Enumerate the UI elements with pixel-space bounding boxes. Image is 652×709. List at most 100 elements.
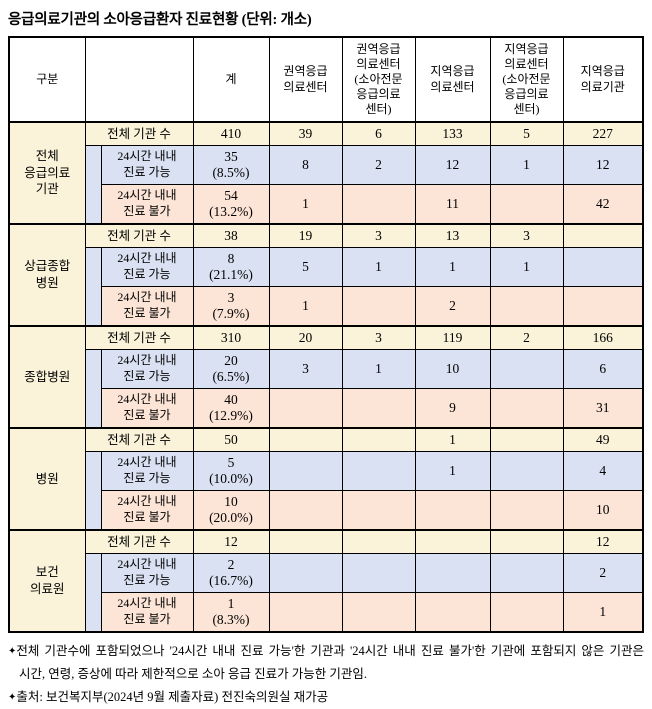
- value-cell: [341, 490, 416, 531]
- value-cell: 6: [341, 121, 416, 146]
- status-table: 구분 계 권역응급 의료센터 권역응급 의료센터 (소아전문 응급의료 센터) …: [8, 36, 644, 633]
- table-header-col: 지역응급 의료센터: [414, 36, 491, 123]
- row-label-cell: 24시간 내내 진료 불가: [100, 592, 194, 633]
- value-cell: [268, 388, 343, 429]
- value-cell: 3 (7.9%): [192, 286, 270, 327]
- value-cell: 4: [562, 451, 644, 491]
- value-cell: [268, 451, 343, 491]
- value-cell: 12: [562, 529, 644, 554]
- value-cell: 1: [268, 286, 343, 327]
- table-header-col: 지역응급 의료센터 (소아전문 응급의료 센터): [489, 36, 564, 123]
- value-cell: 5 (10.0%): [192, 451, 270, 491]
- value-cell: [341, 553, 416, 593]
- group-name-cell: 보건 의료원: [8, 529, 86, 633]
- value-cell: [414, 592, 491, 633]
- value-cell: 38: [192, 223, 270, 248]
- table-header-category: 구분: [8, 36, 86, 123]
- group-name-cell: 종합병원: [8, 325, 86, 429]
- value-cell: 5: [268, 247, 343, 287]
- value-cell: 12: [414, 145, 491, 185]
- value-cell: 133: [414, 121, 491, 146]
- row-label-cell: 24시간 내내 진료 가능: [100, 145, 194, 185]
- value-cell: 1: [414, 247, 491, 287]
- value-cell: 10: [414, 349, 491, 389]
- value-cell: [268, 553, 343, 593]
- table-header-blank: [84, 36, 194, 123]
- value-cell: [562, 286, 644, 327]
- value-cell: 2 (16.7%): [192, 553, 270, 593]
- row-label-cell: 24시간 내내 진료 가능: [100, 553, 194, 593]
- value-cell: 19: [268, 223, 343, 248]
- footnote-text: 전체 기관수에 포함되었으나 '24시간 내내 진료 가능'한 기관과 '24시…: [16, 644, 644, 682]
- value-cell: [489, 349, 564, 389]
- value-cell: 1: [489, 145, 564, 185]
- table-header-col: 지역응급 의료기관: [562, 36, 644, 123]
- value-cell: [414, 490, 491, 531]
- value-cell: 2: [562, 553, 644, 593]
- value-cell: 8 (21.1%): [192, 247, 270, 287]
- value-cell: 31: [562, 388, 644, 429]
- value-cell: 227: [562, 121, 644, 146]
- group-name-cell: 병원: [8, 427, 86, 531]
- value-cell: 3: [341, 325, 416, 350]
- value-cell: [341, 427, 416, 452]
- footnotes: ✦전체 기관수에 포함되었으나 '24시간 내내 진료 가능'한 기관과 '24…: [8, 640, 644, 709]
- value-cell: [489, 427, 564, 452]
- footnote: ✦전체 기관수에 포함되었으나 '24시간 내내 진료 가능'한 기관과 '24…: [8, 640, 644, 686]
- value-cell: [489, 184, 564, 225]
- value-cell: [341, 286, 416, 327]
- value-cell: 6: [562, 349, 644, 389]
- value-cell: 35 (8.5%): [192, 145, 270, 185]
- value-cell: 3: [268, 349, 343, 389]
- value-cell: 166: [562, 325, 644, 350]
- value-cell: [489, 388, 564, 429]
- value-cell: 50: [192, 427, 270, 452]
- value-cell: 3: [341, 223, 416, 248]
- value-cell: [562, 223, 644, 248]
- value-cell: 1: [341, 349, 416, 389]
- row-label-cell: 24시간 내내 진료 불가: [100, 388, 194, 429]
- value-cell: 11: [414, 184, 491, 225]
- row-label-cell: 전체 기관 수: [84, 121, 194, 146]
- value-cell: 20 (6.5%): [192, 349, 270, 389]
- table-header-col: 권역응급 의료센터 (소아전문 응급의료 센터): [341, 36, 416, 123]
- value-cell: [268, 529, 343, 554]
- group-name-cell: 상급종합 병원: [8, 223, 86, 327]
- value-cell: [414, 553, 491, 593]
- group-name-cell: 전체 응급의료 기관: [8, 121, 86, 225]
- value-cell: [341, 451, 416, 491]
- indent-cell: [84, 349, 102, 429]
- footnote-bullet-icon: ✦: [8, 646, 17, 657]
- value-cell: 42: [562, 184, 644, 225]
- value-cell: 1: [268, 184, 343, 225]
- value-cell: 310: [192, 325, 270, 350]
- value-cell: 2: [414, 286, 491, 327]
- row-label-cell: 전체 기관 수: [84, 529, 194, 554]
- value-cell: 1: [341, 247, 416, 287]
- value-cell: 10: [562, 490, 644, 531]
- value-cell: [341, 592, 416, 633]
- row-label-cell: 24시간 내내 진료 가능: [100, 247, 194, 287]
- value-cell: [489, 451, 564, 491]
- value-cell: [341, 184, 416, 225]
- value-cell: 1: [562, 592, 644, 633]
- value-cell: 12: [192, 529, 270, 554]
- page-title: 응급의료기관의 소아응급환자 진료현황 (단위: 개소): [8, 12, 312, 28]
- value-cell: 119: [414, 325, 491, 350]
- value-cell: 13: [414, 223, 491, 248]
- value-cell: 1: [414, 451, 491, 491]
- indent-cell: [84, 247, 102, 327]
- value-cell: [489, 592, 564, 633]
- value-cell: [489, 529, 564, 554]
- value-cell: [268, 490, 343, 531]
- value-cell: 49: [562, 427, 644, 452]
- value-cell: [341, 388, 416, 429]
- source-note-text: 출처: 보건복지부(2024년 9월 제출자료) 전진숙의원실 재가공: [16, 690, 329, 705]
- value-cell: 410: [192, 121, 270, 146]
- row-label-cell: 24시간 내내 진료 불가: [100, 286, 194, 327]
- value-cell: [268, 427, 343, 452]
- value-cell: 2: [341, 145, 416, 185]
- value-cell: 20: [268, 325, 343, 350]
- value-cell: [414, 529, 491, 554]
- row-label-cell: 전체 기관 수: [84, 427, 194, 452]
